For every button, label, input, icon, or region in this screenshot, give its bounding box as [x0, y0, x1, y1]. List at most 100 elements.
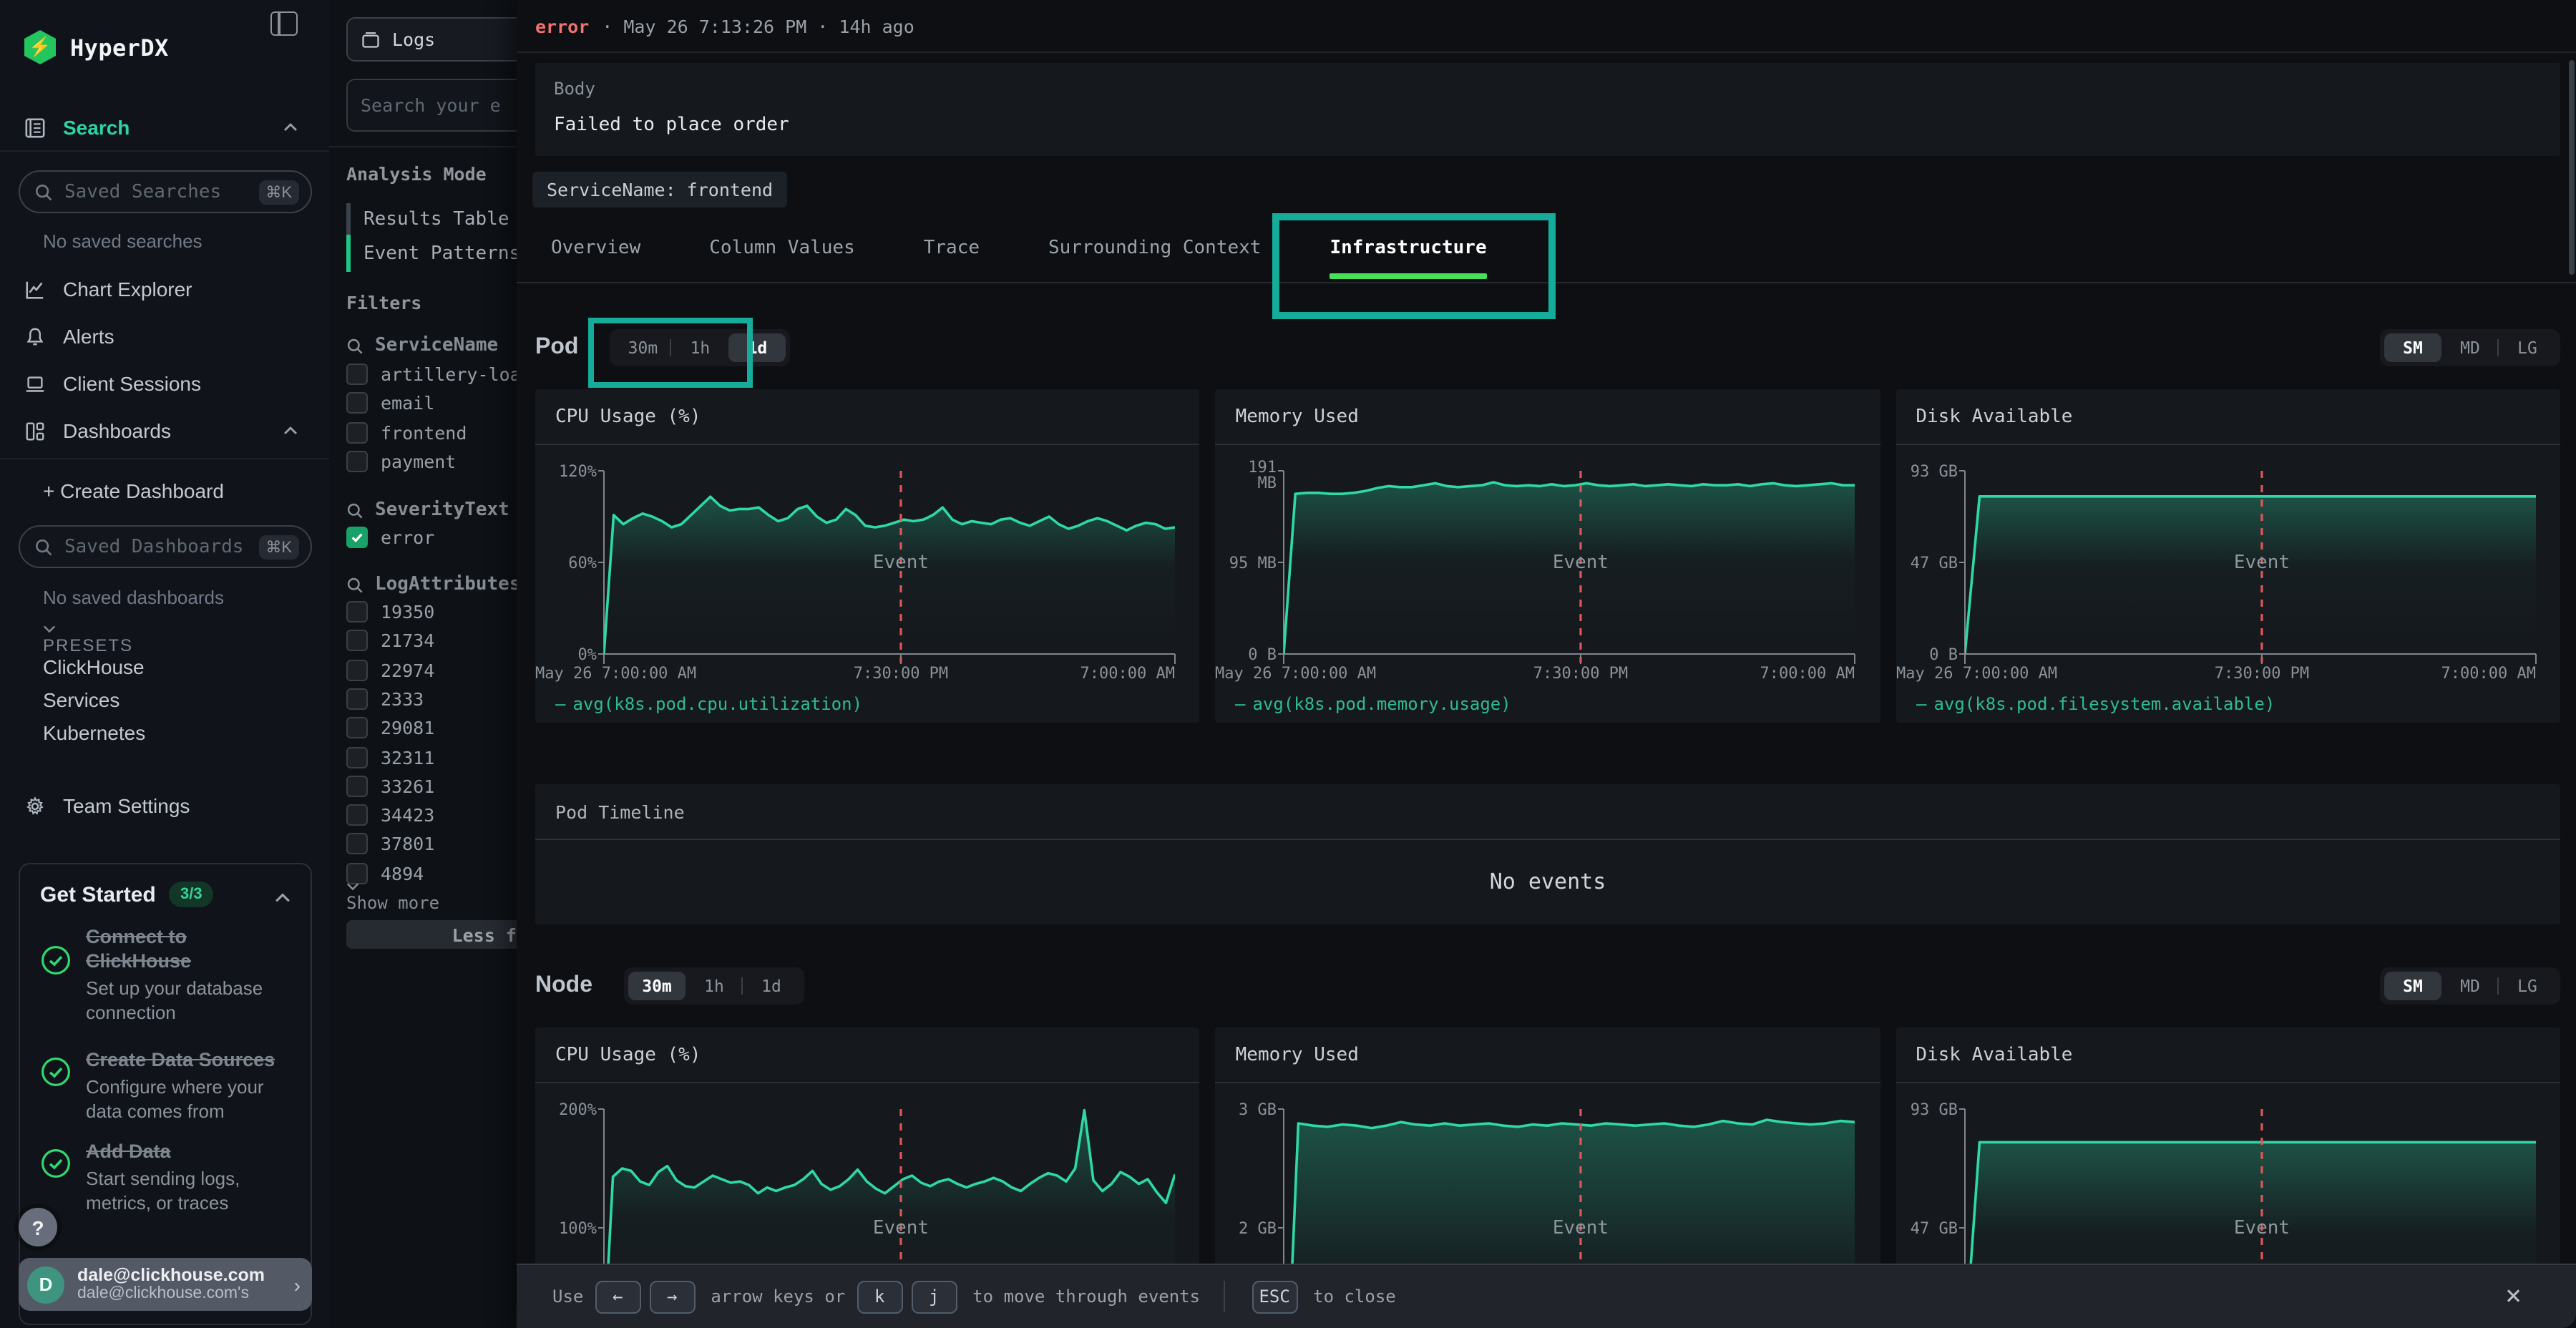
node-sizes-lg[interactable]: LG: [2499, 972, 2556, 1000]
left-arrow-key[interactable]: ←: [595, 1280, 640, 1313]
filter-group-servicename[interactable]: ServiceName: [346, 335, 498, 356]
collapse-sidebar-icon[interactable]: [270, 11, 298, 36]
search-icon: [34, 537, 53, 556]
pod-sizes-sm[interactable]: SM: [2384, 333, 2441, 362]
hint-close: to close: [1313, 1286, 1396, 1307]
preset-services[interactable]: Services: [43, 688, 119, 711]
sidebar-item-team-settings[interactable]: Team Settings: [0, 787, 329, 824]
pod-sizes-lg[interactable]: LG: [2499, 333, 2556, 362]
filter-group-severitytext[interactable]: SeverityText: [346, 499, 509, 521]
checkbox-unchecked[interactable]: [346, 746, 368, 768]
svg-text:—avg(k8s.pod.cpu.utilization): —avg(k8s.pod.cpu.utilization): [555, 694, 862, 714]
node-ranges-1d[interactable]: 1d: [743, 972, 800, 1000]
checkbox-unchecked[interactable]: [346, 393, 368, 414]
sidebar-item-search[interactable]: Search: [0, 109, 329, 146]
filter-option-22974[interactable]: 22974: [346, 659, 434, 680]
pod-sizes-md[interactable]: MD: [2441, 333, 2499, 362]
checkbox-unchecked[interactable]: [346, 363, 368, 385]
show-more-button[interactable]: Show more: [346, 880, 439, 913]
checkbox-unchecked[interactable]: [346, 630, 368, 652]
get-started-item[interactable]: Add Data Start sending logs, metrics, or…: [40, 1139, 286, 1215]
filter-option-32311[interactable]: 32311: [346, 746, 434, 768]
source-selector-button[interactable]: Logs: [346, 17, 517, 62]
user-menu[interactable]: D dale@clickhouse.com dale@clickhouse.co…: [19, 1258, 312, 1311]
sidebar-item-client-sessions[interactable]: Client Sessions: [0, 365, 329, 402]
service-name-chip[interactable]: ServiceName: frontend: [532, 172, 787, 208]
right-arrow-key[interactable]: →: [649, 1280, 695, 1313]
help-button[interactable]: ?: [19, 1208, 57, 1246]
filter-option-29081[interactable]: 29081: [346, 717, 434, 738]
chart-plot[interactable]: Event 93 GB47 GB0 BMay 26 7:00:00 AM7:30…: [1896, 454, 2560, 723]
sidebar-item-chart-explorer[interactable]: Chart Explorer: [0, 270, 329, 308]
checkbox-unchecked[interactable]: [346, 834, 368, 855]
checkbox-unchecked[interactable]: [346, 688, 368, 710]
filter-option-33261[interactable]: 33261: [346, 776, 434, 797]
node-ranges-30m[interactable]: 30m: [628, 972, 686, 1000]
svg-text:2 GB: 2 GB: [1239, 1220, 1277, 1238]
close-icon[interactable]: ×: [2505, 1283, 2522, 1310]
mode-results-table[interactable]: Results Table: [364, 209, 509, 230]
get-started-item[interactable]: Create Data Sources Configure where your…: [40, 1048, 286, 1123]
node-sizes-sm[interactable]: SM: [2384, 972, 2441, 1000]
filter-group-logattributes[interactable]: LogAttributes: [346, 574, 517, 595]
pod-timeline-title: Pod Timeline: [535, 784, 2560, 840]
filter-option-34423[interactable]: 34423: [346, 804, 434, 826]
filter-option-frontend[interactable]: frontend: [346, 421, 467, 443]
saved-searches-input[interactable]: Saved Searches ⌘K: [19, 170, 312, 213]
pod-ranges-1h[interactable]: 1h: [671, 333, 728, 362]
saved-dashboards-input[interactable]: Saved Dashboards ⌘K: [19, 525, 312, 568]
esc-key[interactable]: ESC: [1252, 1280, 1297, 1313]
sidebar-item-label: Chart Explorer: [63, 278, 192, 301]
filter-option-error[interactable]: error: [346, 527, 434, 548]
checkbox-unchecked[interactable]: [346, 717, 368, 738]
pod-ranges-30m[interactable]: 30m: [614, 333, 671, 362]
sidebar-item-dashboards[interactable]: Dashboards: [0, 412, 329, 449]
user-subtitle: dale@clickhouse.com's: [77, 1285, 265, 1304]
svg-text:May 26 7:00:00 AM: May 26 7:00:00 AM: [1896, 665, 2057, 683]
svg-text:Event: Event: [2233, 552, 2289, 573]
mode-event-patterns[interactable]: Event Patterns: [364, 243, 517, 265]
presets-toggle[interactable]: PRESETS: [43, 622, 133, 655]
filter-option-payment[interactable]: payment: [346, 451, 456, 472]
hint-suffix: to move through events: [972, 1286, 1200, 1307]
chevron-up-icon[interactable]: [275, 890, 291, 906]
node-section-title: Node: [535, 973, 592, 999]
tab-infrastructure[interactable]: Infrastructure: [1330, 215, 1486, 282]
node-sizes-md[interactable]: MD: [2441, 972, 2499, 1000]
filter-option-artillery-loa[interactable]: artillery-loa: [346, 363, 517, 385]
chart-plot[interactable]: Event 191MB95 MB0 BMay 26 7:00:00 AM7:30…: [1216, 454, 1880, 723]
event-search-input[interactable]: Search your e: [346, 79, 517, 132]
pod-ranges-1d[interactable]: 1d: [728, 333, 786, 362]
j-key[interactable]: j: [911, 1280, 957, 1313]
sidebar-item-alerts[interactable]: Alerts: [0, 318, 329, 355]
tab-surrounding-context[interactable]: Surrounding Context: [1048, 215, 1261, 282]
pod-timeline-empty-text: No events: [535, 839, 2560, 924]
less-filters-button[interactable]: Less fil: [346, 920, 517, 949]
chart-plot[interactable]: Event 120%60%0%May 26 7:00:00 AM7:30:00 …: [535, 454, 1200, 723]
filter-option-19350[interactable]: 19350: [346, 601, 434, 622]
preset-clickhouse[interactable]: ClickHouse: [43, 655, 145, 678]
checkbox-unchecked[interactable]: [346, 601, 368, 622]
chevron-right-icon: ›: [294, 1273, 301, 1296]
filter-option-37801[interactable]: 37801: [346, 834, 434, 855]
filter-option-2333[interactable]: 2333: [346, 688, 424, 710]
checkbox-unchecked[interactable]: [346, 659, 368, 680]
tab-overview[interactable]: Overview: [551, 215, 640, 282]
k-key[interactable]: k: [857, 1280, 902, 1313]
scrollbar-thumb[interactable]: [2569, 60, 2575, 275]
tab-column-values[interactable]: Column Values: [709, 215, 855, 282]
checkbox-unchecked[interactable]: [346, 421, 368, 443]
filter-option-email[interactable]: email: [346, 393, 434, 414]
checkbox-unchecked[interactable]: [346, 804, 368, 826]
checkbox-checked[interactable]: [346, 527, 368, 548]
filter-option-21734[interactable]: 21734: [346, 630, 434, 652]
preset-kubernetes[interactable]: Kubernetes: [43, 721, 145, 744]
checkbox-unchecked[interactable]: [346, 451, 368, 472]
checkbox-unchecked[interactable]: [346, 776, 368, 797]
svg-text:Event: Event: [873, 552, 929, 573]
node-ranges-1h[interactable]: 1h: [686, 972, 743, 1000]
get-started-item[interactable]: Connect to ClickHouse Set up your databa…: [40, 924, 286, 1025]
tab-trace[interactable]: Trace: [924, 215, 980, 282]
saved-searches-placeholder: Saved Searches: [64, 181, 221, 202]
create-dashboard-button[interactable]: + Create Dashboard: [0, 472, 329, 509]
